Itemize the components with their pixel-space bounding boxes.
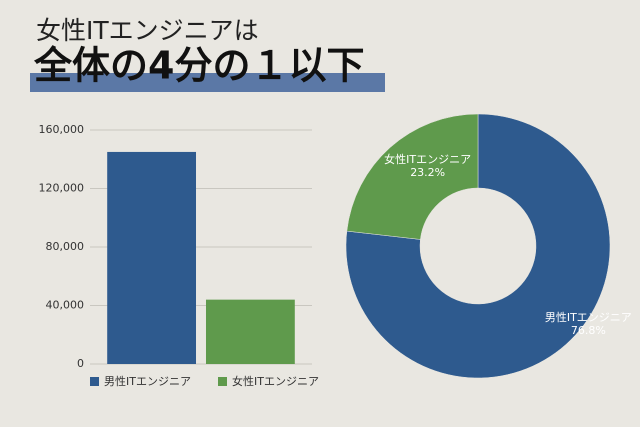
y-tick-label: 0: [77, 357, 84, 370]
y-tick-label: 160,000: [39, 123, 85, 136]
legend-label: 女性ITエンジニア: [232, 374, 319, 388]
bar: [107, 151, 197, 364]
legend-swatch: [218, 377, 227, 386]
slice-label: 男性ITエンジニア: [545, 310, 632, 324]
legend-swatch: [90, 377, 99, 386]
slice-value-label: 76.8%: [571, 324, 606, 337]
bar: [205, 299, 295, 364]
slice-label: 女性ITエンジニア: [384, 152, 471, 166]
slice-value-label: 23.2%: [410, 166, 445, 179]
y-tick-label: 40,000: [46, 299, 85, 312]
highlight-band: [30, 73, 385, 92]
legend-label: 男性ITエンジニア: [104, 374, 191, 388]
y-tick-label: 80,000: [46, 240, 85, 253]
pie-slice: [345, 113, 611, 379]
subtitle: 全体の4分の１以下: [33, 44, 364, 88]
y-tick-label: 120,000: [39, 182, 85, 195]
title: 女性ITエンジニアは: [36, 16, 259, 45]
pie-slice: [346, 113, 479, 240]
